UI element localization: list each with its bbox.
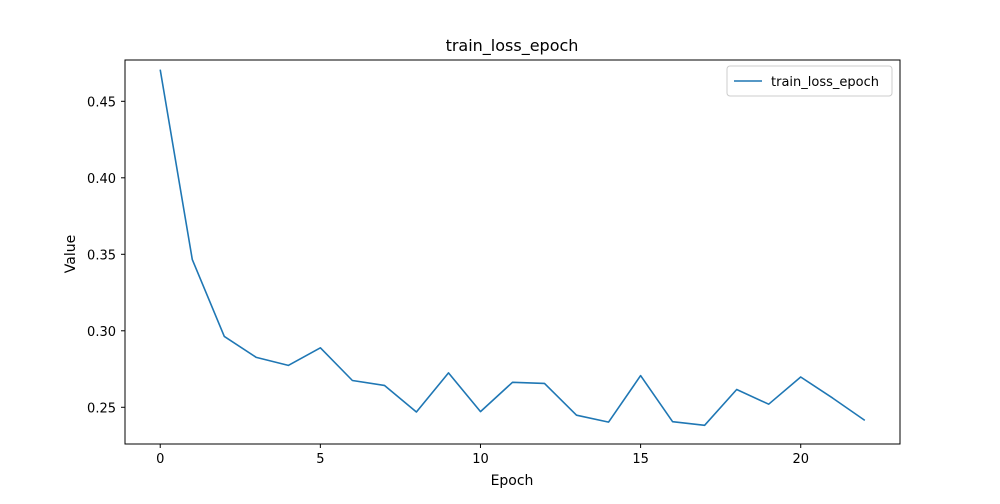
x-tick-label: 20 <box>792 452 809 467</box>
chart-title: train_loss_epoch <box>446 36 579 56</box>
plot-area: 0 5 10 15 20 0.25 0.30 0.35 0.40 0.45 train_loss_e… <box>87 59 901 467</box>
series-line <box>159 69 866 427</box>
y-tick-label: 0.25 <box>87 401 116 416</box>
x-axis-label: Epoch <box>491 473 534 489</box>
y-axis-label: Value <box>63 235 79 273</box>
x-tick-label: 10 <box>472 452 489 467</box>
y-tick-label: 0.30 <box>87 325 116 340</box>
y-tick-label: 0.45 <box>87 95 116 110</box>
legend-box <box>726 65 893 97</box>
x-tick-label: 5 <box>316 452 324 467</box>
legend-label: train_loss_epoch <box>771 75 879 90</box>
y-tick-label: 0.35 <box>87 248 116 263</box>
axes-frame <box>124 59 901 445</box>
x-tick-label: 15 <box>632 452 649 467</box>
x-tick-label: 0 <box>156 452 164 467</box>
y-tick-label: 0.40 <box>87 172 116 187</box>
